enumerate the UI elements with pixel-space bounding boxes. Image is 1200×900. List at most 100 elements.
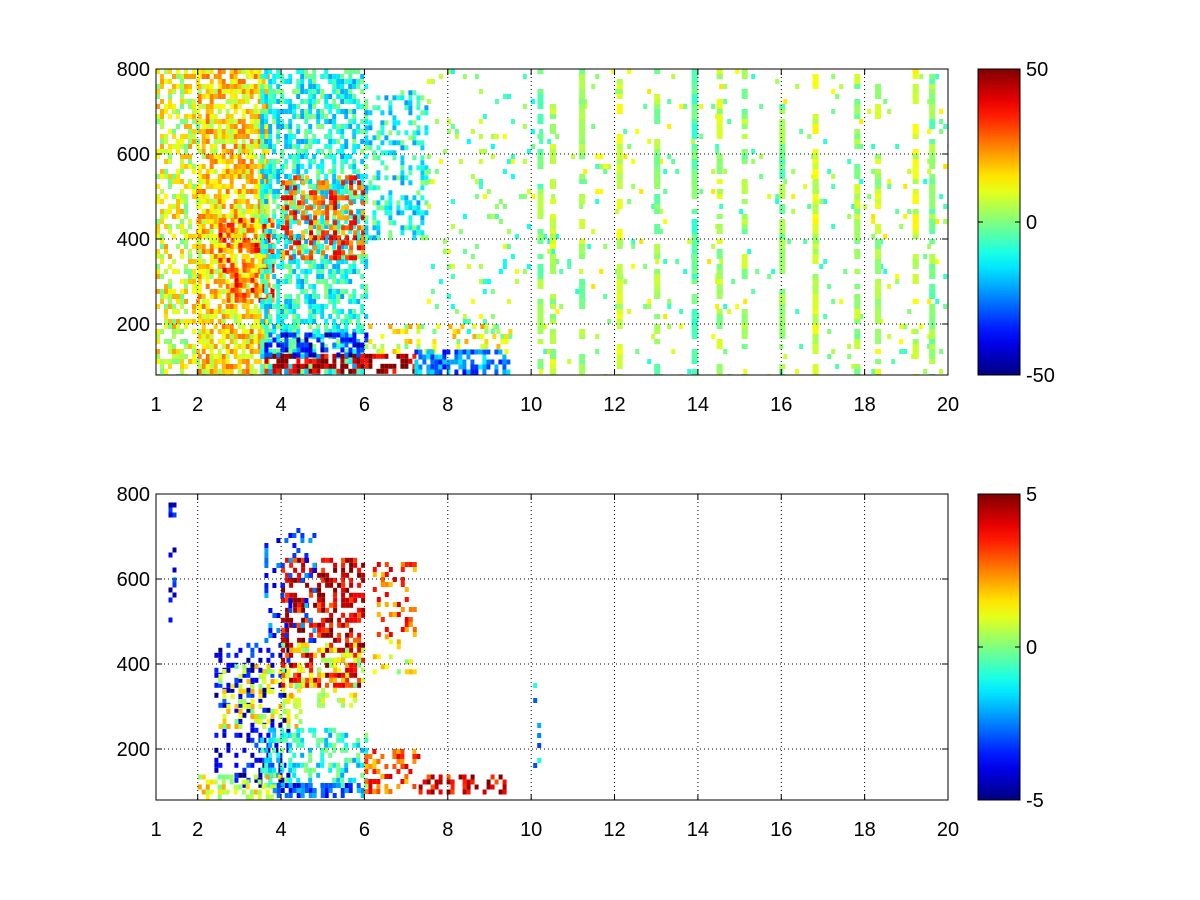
heatmap-cell (201, 69, 206, 74)
heatmap-cell (336, 352, 341, 358)
heatmap-cell (164, 134, 168, 139)
heatmap-cell (305, 682, 310, 688)
heatmap-cell (260, 179, 265, 184)
heatmap-cell (201, 359, 206, 364)
x-tick-label: 6 (359, 394, 370, 416)
heatmap-cell (229, 69, 234, 74)
heatmap-cell (164, 304, 168, 309)
heatmap-cell (414, 349, 419, 355)
heatmap-cell (156, 334, 160, 339)
heatmap-cell (284, 783, 289, 788)
heatmap-cell (222, 719, 227, 724)
heatmap-cell (217, 119, 222, 124)
heatmap-cell (603, 244, 608, 249)
heatmap-cell (372, 200, 377, 206)
heatmap-cell (372, 654, 377, 660)
heatmap-cell (424, 200, 429, 206)
heatmap-cell (205, 304, 210, 309)
heatmap-cell (309, 240, 314, 246)
heatmap-cell (372, 669, 377, 675)
heatmap-cell (332, 139, 337, 144)
heatmap-cell (316, 329, 321, 334)
heatmap-cell (304, 209, 309, 214)
heatmap-cell (258, 719, 263, 724)
heatmap-cell (281, 662, 286, 668)
heatmap-cell (284, 79, 289, 84)
heatmap-cell (233, 304, 238, 309)
heatmap-cell (384, 627, 389, 632)
heatmap-cell (356, 99, 361, 104)
heatmap-cell (254, 642, 259, 648)
heatmap-cell (205, 794, 210, 800)
heatmap-cell (281, 702, 286, 708)
heatmap-cell (356, 144, 361, 149)
heatmap-cell (288, 174, 293, 179)
heatmap-cell (741, 269, 748, 279)
heatmap-cell (257, 314, 262, 319)
heatmap-cell (213, 194, 218, 199)
heatmap-cell (257, 779, 262, 785)
heatmap-cell (408, 358, 413, 364)
heatmap-cell (691, 89, 698, 94)
heatmap-cell (623, 154, 628, 159)
heatmap-cell (482, 354, 487, 360)
heatmap-cell (188, 129, 192, 134)
heatmap-cell (280, 563, 285, 568)
heatmap-cell (341, 250, 346, 256)
heatmap-cell (288, 598, 293, 603)
heatmap-cell (213, 159, 218, 164)
heatmap-cell (400, 180, 405, 186)
heatmap-cell (364, 789, 369, 794)
heatmap-cell (879, 319, 884, 324)
heatmap-cell (300, 342, 305, 348)
heatmap-cell (416, 225, 421, 231)
heatmap-cell (284, 538, 289, 543)
heatmap-cell (241, 139, 246, 144)
heatmap-cell (225, 249, 230, 254)
heatmap-cell (308, 342, 313, 348)
heatmap-cell (237, 314, 242, 319)
heatmap-cell (196, 349, 200, 354)
heatmap-cluster (197, 69, 270, 375)
heatmap-cell (304, 274, 309, 279)
heatmap-cell (357, 245, 362, 251)
heatmap-cell (168, 254, 172, 259)
heatmap-cell (344, 757, 349, 763)
heatmap-cell (288, 214, 293, 219)
heatmap-cell (241, 314, 246, 319)
heatmap-cell (217, 784, 222, 790)
heatmap-cell (607, 319, 612, 324)
heatmap-cell (272, 337, 277, 343)
heatmap-cell (253, 114, 258, 119)
heatmap-cell (237, 319, 242, 324)
heatmap-cell (466, 139, 471, 144)
heatmap-cell (276, 84, 281, 89)
heatmap-cell (233, 99, 238, 104)
heatmap-cell (221, 159, 226, 164)
heatmap-cell (316, 174, 321, 179)
heatmap-cell (234, 677, 239, 683)
heatmap-cell (221, 174, 226, 179)
heatmap-cell (867, 109, 872, 114)
heatmap-cell (213, 149, 218, 154)
heatmap-cell (270, 714, 275, 719)
heatmap-cell (929, 174, 936, 179)
heatmap-cell (426, 179, 431, 184)
heatmap-cell (209, 249, 214, 254)
heatmap-cell (297, 572, 302, 578)
heatmap-cell (430, 179, 435, 184)
heatmap-cell (225, 369, 230, 374)
heatmap-cell (336, 189, 341, 194)
heatmap-cell (337, 697, 342, 703)
heatmap-cell (180, 319, 184, 324)
heatmap-cell (340, 337, 345, 343)
heatmap-cell (424, 175, 429, 181)
heatmap-cell (935, 259, 940, 264)
heatmap-cell (264, 638, 269, 643)
heatmap-cell (332, 319, 337, 324)
heatmap-cell (912, 279, 919, 284)
heatmap-cell (297, 672, 302, 678)
heatmap-cell (340, 144, 345, 149)
heatmap-cell (337, 195, 342, 201)
heatmap-cell (218, 232, 223, 238)
